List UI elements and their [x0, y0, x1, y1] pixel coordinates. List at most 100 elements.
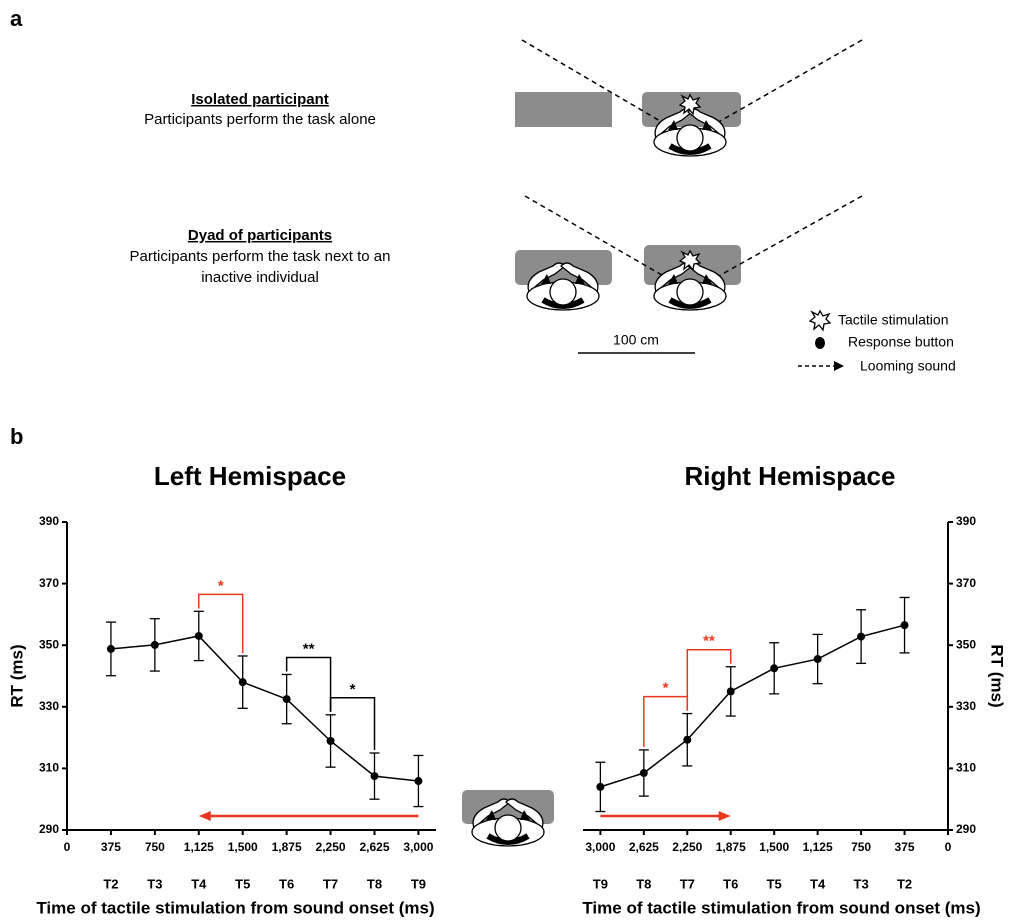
looming-path — [524, 195, 675, 283]
significance-bracket — [329, 697, 376, 750]
arrow-head — [198, 811, 211, 821]
data-point — [150, 640, 159, 649]
condition-text: Participants perform the task alone — [144, 111, 376, 128]
category-label: T3 — [147, 876, 162, 891]
x-axis-label: Time of tactile stimulation from sound o… — [36, 898, 434, 917]
legend-text: Response button — [848, 334, 954, 350]
desk — [515, 92, 612, 127]
x-tick-label: 375 — [101, 840, 121, 854]
x-tick-label: 2,250 — [672, 840, 702, 854]
data-point — [813, 655, 822, 664]
chart: Left Hemispace 290 310 330 350 370 390 0 375 750 1… — [7, 461, 436, 917]
category-label: T3 — [854, 876, 869, 891]
x-tick-label: 2,625 — [629, 840, 659, 854]
legend-text: Tactile stimulation — [838, 312, 949, 328]
x-tick-label: 3,000 — [585, 840, 615, 854]
panel-label: b — [10, 424, 23, 449]
data-line — [110, 635, 419, 782]
category-label: T6 — [723, 876, 738, 891]
significance-label: * — [663, 680, 669, 697]
data-line — [600, 624, 905, 788]
significance-label: * — [218, 577, 224, 594]
category-label: T4 — [810, 876, 826, 891]
looming-path — [707, 39, 863, 129]
diagram-dyad — [515, 195, 863, 310]
scale-label: 100 cm — [613, 332, 659, 348]
center-icon — [462, 790, 554, 846]
x-tick-label: 1,500 — [228, 840, 258, 854]
y-tick-label: 350 — [956, 637, 976, 651]
data-point — [900, 621, 909, 630]
category-label: T5 — [767, 876, 782, 891]
data-point — [370, 772, 379, 781]
category-label: T8 — [367, 876, 382, 891]
significance-bracket — [686, 649, 732, 711]
significance-bracket — [643, 695, 689, 747]
y-tick-label: 370 — [39, 576, 59, 590]
legend-icon — [815, 337, 825, 349]
condition-text: inactive individual — [201, 269, 319, 286]
data-point — [770, 664, 779, 673]
category-label: T7 — [323, 876, 338, 891]
legend-icon — [834, 361, 844, 371]
chart-title: Left Hemispace — [154, 461, 346, 491]
significance-label: * — [350, 681, 356, 698]
significance-label: ** — [703, 633, 715, 650]
category-label: T9 — [411, 876, 426, 891]
y-axis-label: RT (ms) — [7, 644, 26, 707]
data-point — [683, 735, 692, 744]
category-label: T4 — [191, 876, 207, 891]
y-tick-label: 370 — [956, 576, 976, 590]
y-axis-label: RT (ms) — [988, 644, 1007, 707]
x-tick-label: 750 — [145, 840, 165, 854]
significance-bracket — [285, 656, 332, 712]
significance-label: ** — [303, 640, 315, 657]
x-tick-label: 1,125 — [184, 840, 214, 854]
x-tick-label: 1,500 — [759, 840, 789, 854]
panel-label: a — [10, 6, 23, 31]
y-tick-label: 390 — [39, 514, 59, 528]
x-tick-label: 1,875 — [716, 840, 746, 854]
condition-title: Isolated participant — [191, 91, 329, 108]
x-tick-label: 2,625 — [359, 840, 389, 854]
x-tick-label: 0 — [64, 840, 71, 854]
diagram-isolated — [515, 39, 863, 156]
category-label: T5 — [235, 876, 250, 891]
arrow-head — [718, 811, 731, 821]
x-tick-label: 3,000 — [403, 840, 433, 854]
chart-title: Right Hemispace — [685, 461, 896, 491]
significance-bracket — [198, 593, 244, 653]
x-tick-label: 750 — [851, 840, 871, 854]
y-tick-label: 330 — [956, 699, 976, 713]
data-point — [194, 631, 203, 640]
y-tick-label: 330 — [39, 699, 59, 713]
x-tick-label: 1,125 — [803, 840, 833, 854]
category-label: T2 — [103, 876, 118, 891]
category-label: T9 — [593, 876, 608, 891]
data-point — [106, 644, 115, 653]
category-label: T2 — [897, 876, 912, 891]
y-tick-label: 350 — [39, 637, 59, 651]
data-point — [238, 678, 247, 687]
legend-text: Looming sound — [860, 358, 956, 374]
data-point — [414, 777, 423, 786]
condition-text: Participants perform the task next to an — [130, 248, 391, 265]
x-tick-label: 375 — [895, 840, 915, 854]
legend-icon — [809, 310, 831, 331]
x-tick-label: 0 — [945, 840, 952, 854]
looming-path — [521, 39, 673, 129]
looming-path — [707, 195, 863, 283]
y-tick-label: 390 — [956, 514, 976, 528]
category-label: T8 — [636, 876, 651, 891]
y-tick-label: 290 — [956, 822, 976, 836]
y-tick-label: 310 — [956, 761, 976, 775]
x-axis-label: Time of tactile stimulation from sound o… — [582, 898, 980, 917]
x-tick-label: 1,875 — [272, 840, 302, 854]
data-point — [857, 632, 866, 641]
chart: Right Hemispace 290 310 330 350 370 390 3,000 2,… — [582, 461, 1006, 918]
y-tick-label: 290 — [39, 822, 59, 836]
data-point — [639, 769, 648, 778]
x-tick-label: 2,250 — [316, 840, 346, 854]
